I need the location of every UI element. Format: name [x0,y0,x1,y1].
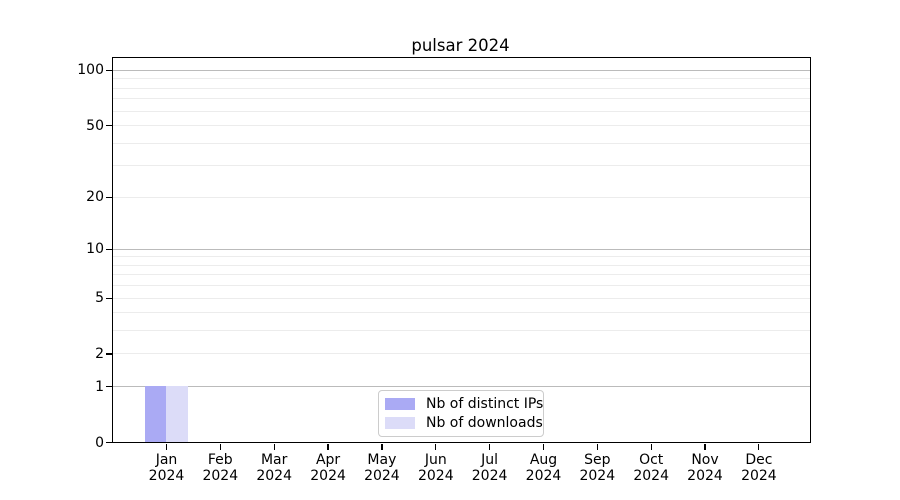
x-tick-label-feb: Feb 2024 [185,452,255,484]
gridline-minor-90 [113,78,810,80]
x-tick-year-mar: 2024 [256,468,292,484]
x-tick-year-jun: 2024 [417,468,454,484]
y-tick-mark-2 [106,353,112,355]
legend-label-distinct-ips: Nb of distinct IPs [426,395,544,412]
gridline-minor-30 [113,165,810,167]
x-tick-mark-apr [327,444,329,450]
x-tick-mark-oct [650,444,652,450]
x-tick-year-dec: 2024 [741,468,777,484]
gridline-minor-50 [113,125,810,126]
x-tick-label-jul: Jul 2024 [455,452,525,484]
x-tick-year-may: 2024 [364,468,400,484]
y-tick-mark-20 [106,196,112,198]
x-tick-label-sep: Sep 2024 [562,452,632,484]
gridline-minor-6 [113,285,810,287]
x-tick-mark-aug [542,444,545,450]
x-tick-mark-sep [596,444,598,450]
x-tick-year-nov: 2024 [687,468,723,484]
x-tick-label-aug: Aug 2024 [509,452,579,484]
y-tick-mark-10 [106,248,112,250]
y-tick-label-50: 50 [86,117,104,134]
x-tick-label-dec: Dec 2024 [724,452,794,484]
y-tick-mark-5 [106,297,112,299]
x-tick-mark-jun [435,444,437,450]
gridline-minor-8 [113,264,810,266]
legend-item-distinct-ips: Nb of distinct IPs [385,396,543,413]
gridline-minor-2 [113,353,810,355]
y-tick-label-20: 20 [86,189,104,205]
gridline-minor-5 [113,297,810,299]
x-tick-mark-jul [488,444,491,450]
gridline-major-10 [113,248,810,250]
y-tick-mark-0 [106,442,112,444]
y-tick-mark-1 [106,386,112,388]
legend-item-downloads: Nb of downloads [385,415,543,432]
x-tick-year-oct: 2024 [633,468,669,484]
y-tick-label-0: 0 [95,434,104,451]
x-tick-label-mar: Mar 2024 [239,452,309,484]
x-tick-year-jan: 2024 [148,468,185,484]
gridline-minor-80 [113,87,810,89]
gridline-minor-3 [113,330,810,332]
y-tick-mark-50 [106,125,112,127]
bar-nb-of-downloads-jan [166,386,188,442]
gridline-minor-4 [113,312,810,314]
x-tick-year-apr: 2024 [310,468,346,484]
chart-title: pulsar 2024 [411,36,510,55]
gridline-minor-7 [113,274,810,276]
gridline-minor-40 [113,142,810,144]
gridline-minor-60 [113,110,810,112]
x-tick-mark-jan [165,444,168,450]
x-tick-label-jan: Jan 2024 [132,452,202,484]
gridline-minor-70 [113,98,810,100]
bar-nb-of-distinct-ips-jan [144,386,166,442]
x-tick-mark-feb [219,444,222,450]
plot-area [112,57,811,443]
gridline-major-100 [113,69,810,71]
x-tick-label-jun: Jun 2024 [401,452,471,484]
gridline-minor-9 [113,256,810,258]
y-tick-label-5: 5 [95,290,104,306]
x-tick-year-aug: 2024 [525,468,562,484]
x-tick-year-feb: 2024 [202,468,239,484]
gridline-minor-20 [113,196,810,198]
x-tick-mark-may [381,444,383,450]
x-tick-mark-mar [273,444,275,450]
x-tick-label-oct: Oct 2024 [616,452,686,484]
legend-swatch-downloads [385,417,415,429]
y-tick-label-1: 1 [95,378,104,395]
y-tick-mark-100 [106,69,112,72]
x-tick-year-jul: 2024 [471,468,508,484]
x-tick-label-apr: Apr 2024 [293,452,363,484]
x-tick-mark-dec [758,444,760,450]
x-tick-label-nov: Nov 2024 [670,452,740,484]
y-tick-label-100: 100 [77,62,104,79]
gridline-major-1 [113,386,810,388]
x-tick-label-may: May 2024 [347,452,417,484]
legend-label-downloads: Nb of downloads [426,414,543,431]
legend-swatch-distinct-ips [385,398,415,410]
x-tick-mark-nov [704,444,706,450]
y-tick-label-10: 10 [86,241,104,258]
legend: Nb of distinct IPs Nb of downloads [378,390,544,437]
y-tick-label-2: 2 [95,345,104,362]
x-tick-year-sep: 2024 [579,468,616,484]
